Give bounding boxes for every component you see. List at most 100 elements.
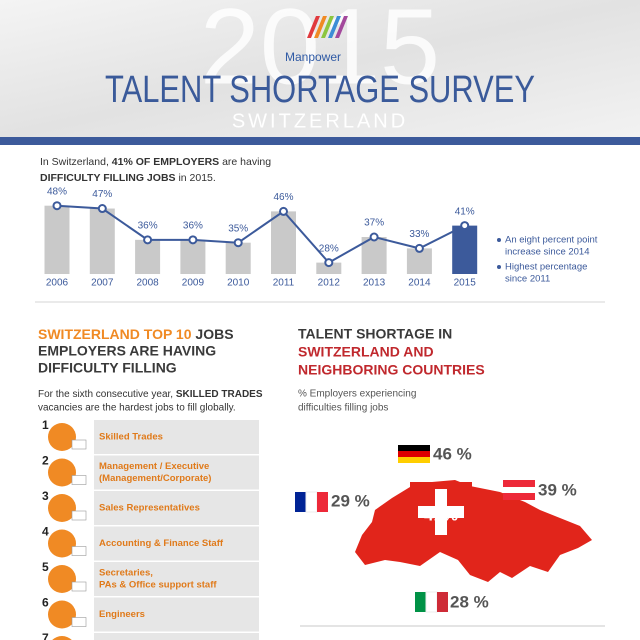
country-value: 28 % xyxy=(450,592,489,611)
job-row xyxy=(93,526,259,561)
bullet xyxy=(497,265,501,269)
year-watermark: 2015 xyxy=(200,0,440,107)
rank: 7 xyxy=(42,631,49,640)
job-icon-badge xyxy=(71,439,87,450)
value-label: 33% xyxy=(409,229,429,240)
section-title: SWITZERLAND AND xyxy=(298,344,434,360)
section-title: EMPLOYERS ARE HAVING xyxy=(38,343,216,359)
job-row xyxy=(93,633,259,640)
value-label: 36% xyxy=(183,220,203,231)
country-value: 39 % xyxy=(538,480,577,499)
section-title: NEIGHBORING COUNTRIES xyxy=(298,362,485,378)
job-icon xyxy=(48,565,76,593)
value-label: 46% xyxy=(273,192,293,203)
job-icon-badge xyxy=(71,510,87,521)
trend-line xyxy=(56,204,466,264)
rank: 5 xyxy=(42,560,49,574)
point xyxy=(324,258,334,268)
bar xyxy=(316,262,342,274)
job-icon-badge xyxy=(71,617,87,627)
point xyxy=(369,232,379,242)
section-text: vacancies are the hardest jobs to fill g… xyxy=(38,403,236,414)
section-text: % Employers experiencing xyxy=(298,389,416,400)
job-icon-badge xyxy=(71,581,87,592)
flag-germany xyxy=(398,445,430,463)
value-label: 37% xyxy=(364,218,384,229)
country-value: 29 % xyxy=(331,491,370,510)
job-icon xyxy=(48,423,76,451)
x-tick-label: 2011 xyxy=(273,278,295,289)
bar xyxy=(180,239,206,274)
x-tick-label: 2014 xyxy=(408,278,431,289)
x-tick-label: 2008 xyxy=(136,278,159,289)
flag-italy xyxy=(415,591,448,613)
x-tick-label: 2009 xyxy=(182,278,205,289)
bar xyxy=(452,225,478,274)
value-label: 36% xyxy=(138,220,158,231)
value-label: 47% xyxy=(92,189,112,200)
value-label: 41% xyxy=(455,206,475,217)
country-value: 46 % xyxy=(433,444,472,463)
job-row xyxy=(93,562,259,596)
jobs-list: 1 Skilled Trades 2 Management / Executive(M… xyxy=(42,418,259,640)
bar xyxy=(225,242,251,274)
rank: 3 xyxy=(42,489,49,503)
point xyxy=(143,235,153,245)
job-icon xyxy=(52,636,72,640)
header-bg xyxy=(0,0,640,137)
job-icon xyxy=(48,494,76,522)
job-label: Management / Executive xyxy=(99,461,209,472)
section-text: For the sixth consecutive year, SKILLED … xyxy=(38,389,263,400)
value-label: 48% xyxy=(47,186,67,197)
intro-line: DIFFICULTY FILLING JOBS in 2015. xyxy=(40,172,216,184)
note: increase since 2014 xyxy=(505,247,590,258)
job-icon xyxy=(48,458,76,487)
value-label: 28% xyxy=(319,243,339,254)
x-tick-label: 2013 xyxy=(363,278,386,289)
job-row xyxy=(93,491,259,525)
job-label: Sales Representatives xyxy=(99,503,200,514)
point xyxy=(188,235,198,245)
logo xyxy=(307,16,348,38)
job-icon xyxy=(48,529,76,558)
section-title: TALENT SHORTAGE IN xyxy=(298,326,452,342)
job-row xyxy=(93,420,259,454)
job-label: (Management/Corporate) xyxy=(99,473,211,484)
flag-austria xyxy=(503,480,535,500)
country-value: 41% xyxy=(424,505,458,524)
countries: 46 % 39 % 29 % 28 % 41% xyxy=(331,444,577,611)
header-band xyxy=(0,137,640,145)
point xyxy=(233,238,243,248)
point xyxy=(414,243,424,253)
note: since 2011 xyxy=(505,274,550,285)
rank: 6 xyxy=(42,596,49,610)
x-tick-label: 2015 xyxy=(454,278,477,289)
job-row xyxy=(93,597,259,632)
section-text: difficulties filling jobs xyxy=(298,403,388,414)
job-icon-badge xyxy=(71,546,87,556)
point xyxy=(52,201,62,211)
x-tick-label: 2012 xyxy=(318,278,341,289)
flag-france xyxy=(295,491,328,513)
point xyxy=(460,221,470,231)
job-label: Engineers xyxy=(99,609,145,620)
point xyxy=(279,206,288,216)
job-label: Accounting & Finance Staff xyxy=(99,538,224,549)
bar xyxy=(44,205,70,274)
note: An eight percent point xyxy=(505,235,598,246)
note: Highest percentage xyxy=(505,262,587,273)
intro-line: In Switzerland, 41% OF EMPLOYERS are hav… xyxy=(40,156,271,168)
section-title: SWITZERLAND TOP 10 JOBS xyxy=(38,326,234,342)
subtitle: SWITZERLAND xyxy=(232,110,408,132)
bar xyxy=(135,239,161,274)
job-row xyxy=(93,455,259,490)
main-title: TALENT SHORTAGE SURVEY xyxy=(105,69,535,111)
x-tick-label: 2010 xyxy=(227,278,250,289)
job-icon xyxy=(48,600,76,629)
x-tick-label: 2006 xyxy=(46,278,69,289)
x-tick-label: 2007 xyxy=(91,278,114,289)
point xyxy=(97,204,107,214)
job-icon-badge xyxy=(71,475,87,485)
chart: 48% 2006 47% 2007 36% 2008 36% 2009 35% 2010 46% 20… xyxy=(44,186,598,289)
